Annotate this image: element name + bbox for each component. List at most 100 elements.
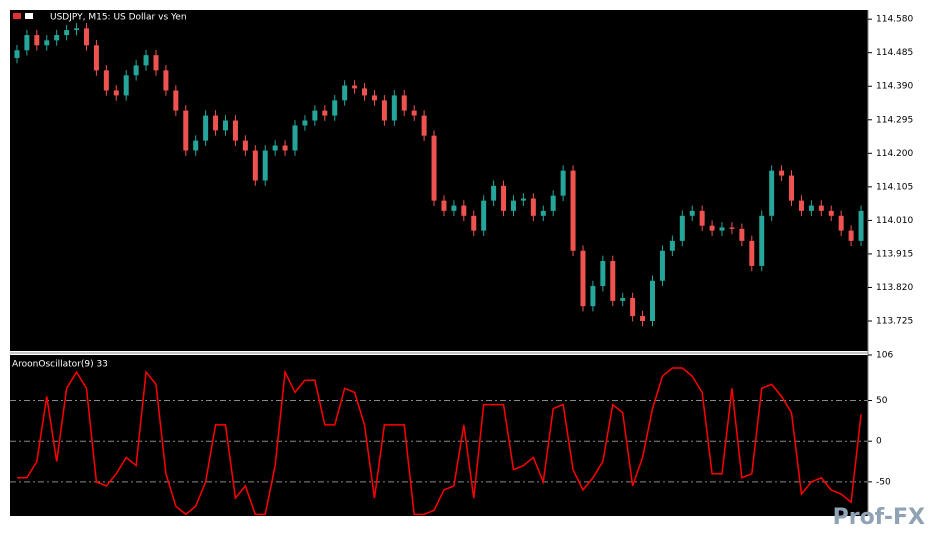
y-tick-label: 114.010 [876,216,913,226]
candle-body [44,40,50,46]
candle-body [838,215,844,231]
y-tick-label: -50 [876,477,891,487]
candle-body [332,100,338,116]
candle-body [322,110,328,116]
candle-body [739,228,745,241]
candle-body [749,240,755,266]
candle-body [193,140,199,151]
candle-body [252,150,258,181]
candle-body [858,210,864,241]
candle-body [709,225,715,231]
candle-body [163,70,169,91]
candle-body [620,298,626,301]
candle-body [123,75,129,96]
candle-body [590,286,596,307]
candle-body [481,200,487,231]
y-tick-label: 114.485 [876,48,913,58]
candle-body [451,205,457,211]
candle-body [560,170,566,196]
candle-body [640,316,646,321]
candle-body [461,205,467,216]
y-tick-label: 0 [876,437,882,447]
candle-body [699,210,705,226]
candle-body [789,175,795,201]
candle-body [669,240,675,251]
candle-body [798,200,804,211]
candle-body [828,210,834,216]
y-tick-label: 113.725 [876,316,913,326]
candle-body [848,230,854,241]
candle-body [262,150,268,181]
candle-body [759,215,765,266]
candle-body [381,100,387,121]
candle-body [113,90,119,96]
candle-body [540,210,546,216]
candle-body [520,198,526,201]
candle-body [679,215,685,241]
candle-body [302,120,308,126]
candle-body [491,185,497,201]
candle-body [14,50,20,59]
candle-body [610,260,616,301]
candle-body [64,30,70,36]
candle-body [471,215,477,231]
candle-body [421,115,427,136]
candle-body [24,35,30,51]
y-tick-label: 114.580 [876,15,913,25]
candle-body [600,260,606,287]
candle-body [83,28,89,46]
candle-body [232,120,238,141]
candle-body [223,120,228,131]
candle-body [352,85,358,89]
candle-body [510,200,516,211]
candle-body [74,28,80,31]
candle-body [342,85,348,101]
candle-body [371,95,377,101]
candle-body [431,135,437,201]
y-tick-label: 113.820 [876,283,913,293]
candle-body [550,195,556,211]
oscillator-panel [10,355,868,516]
candle-body [818,205,824,211]
y-tick-label: 114.105 [876,182,913,192]
candle-body [441,200,447,211]
candle-body [659,250,665,281]
y-tick-label: 114.390 [876,82,913,92]
candle-body [292,125,298,151]
candle-body [173,90,179,111]
candle-body [362,88,368,96]
y-tick-label: 50 [876,396,888,406]
candle-body [401,95,407,111]
y-tick-label: 113.915 [876,249,913,259]
candle-body [282,145,288,151]
candle-body [54,35,60,41]
candle-body [808,205,814,211]
price-panel [10,10,868,351]
candle-body [650,280,655,321]
y-tick-label: 106 [876,351,893,361]
candle-body [312,110,318,121]
candle-body [689,210,695,216]
candle-body [103,70,109,91]
candle-body [153,55,159,71]
candle-body [34,35,40,46]
candle-body [719,227,725,231]
candle-body [183,110,189,151]
candle-body [93,45,99,71]
candle-body [530,198,536,216]
candle-body [242,140,248,151]
candle-body [391,95,397,121]
y-tick-label: 114.200 [876,149,913,159]
y-tick-label: 114.295 [876,115,913,125]
candle-body [143,55,149,66]
watermark: Prof-FX [833,505,925,530]
candle-body [779,170,785,176]
indicator-title: AroonOscillator(9) 33 [12,360,108,370]
oscillator-line [16,367,862,516]
candle-body [272,145,278,151]
chart-title: USDJPY, M15: US Dollar vs Yen [50,13,187,23]
candle-body [729,227,735,229]
candle-body [769,170,775,216]
candle-body [203,115,209,141]
